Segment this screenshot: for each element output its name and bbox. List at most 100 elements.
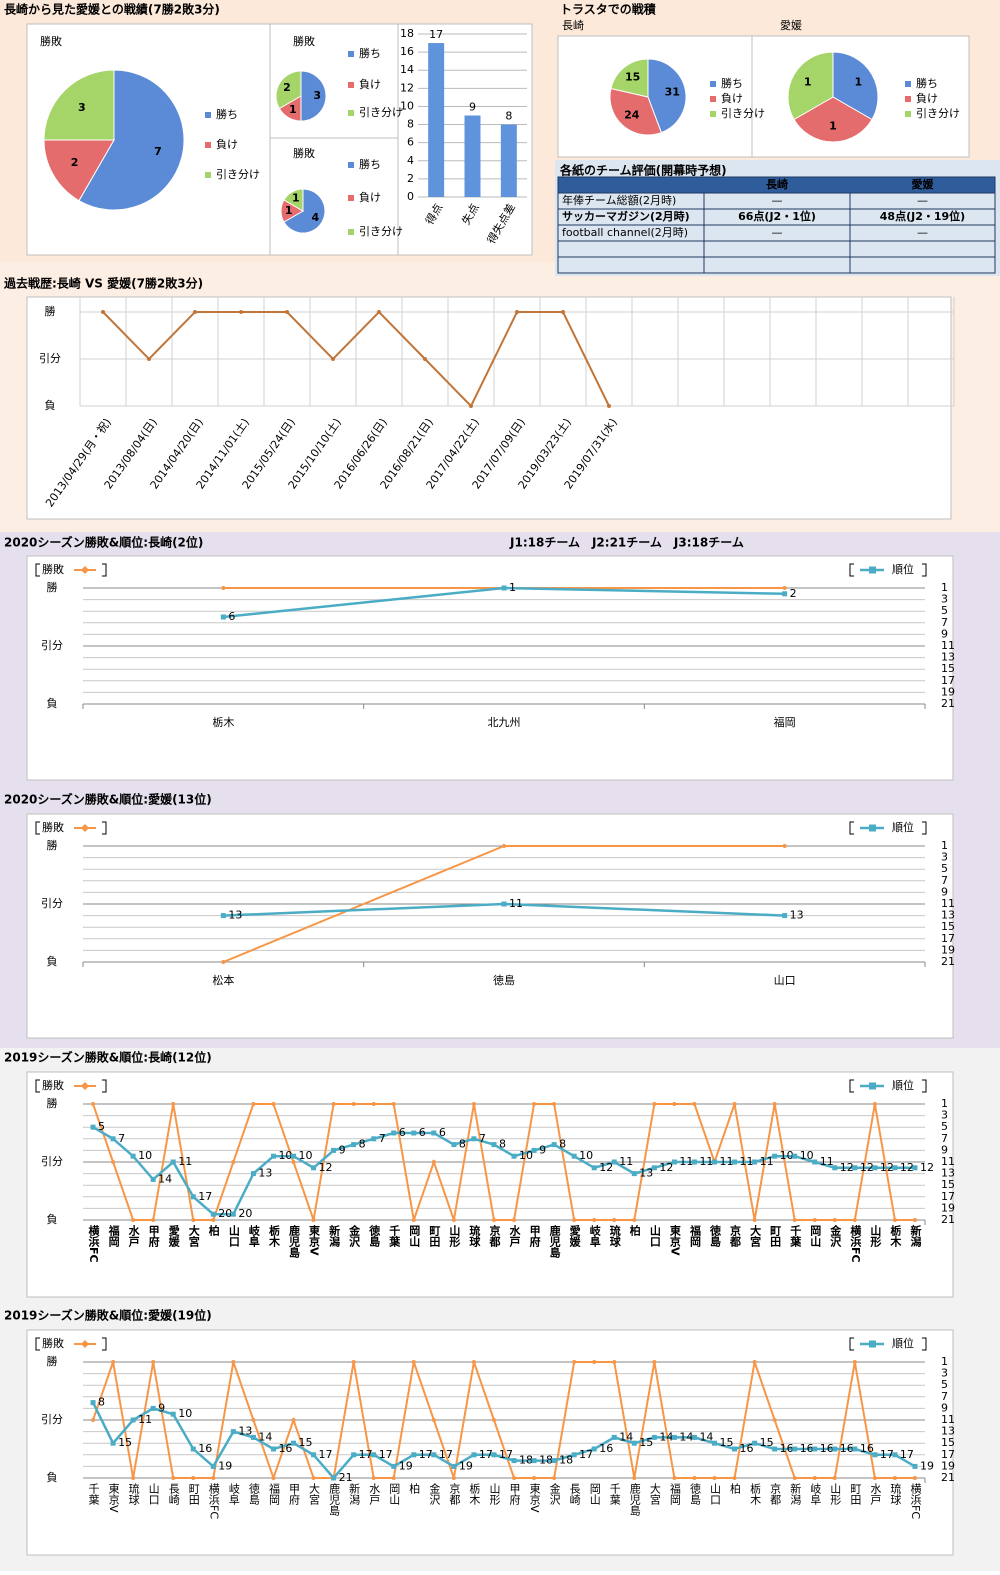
point xyxy=(752,1218,757,1222)
point xyxy=(391,1476,396,1480)
point xyxy=(270,1153,276,1159)
point xyxy=(210,1211,216,1217)
point xyxy=(311,1476,316,1480)
data-label: 12 xyxy=(319,1161,333,1174)
x-tick-label: 鹿児島 xyxy=(328,1482,341,1517)
chart-title: 過去戦歴:長崎 VS 愛媛(7勝2敗3分) xyxy=(3,276,203,291)
data-label: 17 xyxy=(499,1448,513,1461)
point xyxy=(151,1218,156,1222)
data-label: 21 xyxy=(339,1471,353,1484)
x-tick-label: 山形 xyxy=(488,1483,501,1506)
point xyxy=(632,1218,637,1222)
point xyxy=(150,1405,156,1411)
table-header: 長崎 xyxy=(766,177,788,191)
y-tick-label: 負 xyxy=(47,955,58,968)
data-label: 9 xyxy=(339,1143,346,1156)
point xyxy=(291,1418,296,1422)
x-tick-label: 東京V xyxy=(528,1483,541,1513)
point xyxy=(170,1159,176,1165)
data-label: 8 xyxy=(459,1138,466,1151)
legend-swatch xyxy=(710,96,716,102)
legend-swatch xyxy=(869,1340,876,1348)
point xyxy=(230,1211,236,1217)
point xyxy=(692,1102,697,1106)
point xyxy=(371,1136,377,1142)
x-tick-label: 新潟 xyxy=(909,1224,922,1248)
legend-swatch xyxy=(205,142,211,148)
point xyxy=(772,1446,778,1452)
point xyxy=(351,1360,356,1364)
legend-swatch xyxy=(348,82,354,88)
x-tick-label: 鹿児島 xyxy=(288,1224,302,1259)
data-label: 24 xyxy=(624,109,640,122)
table-cell xyxy=(557,240,705,258)
x-tick-label: 千葉 xyxy=(388,1224,402,1248)
table-cell-text: 66点(J2・1位) xyxy=(738,209,816,223)
point xyxy=(431,1418,436,1422)
point xyxy=(892,1476,897,1480)
point xyxy=(111,1360,116,1364)
data-label: 16 xyxy=(780,1442,794,1455)
y2-tick-label: 19 xyxy=(941,1201,955,1214)
y-tick-label: 引分 xyxy=(41,638,63,652)
data-label: 14 xyxy=(158,1172,172,1185)
x-tick-label: 栃木 xyxy=(749,1482,762,1506)
point xyxy=(110,1136,116,1142)
data-label: 17 xyxy=(419,1448,433,1461)
x-tick-label: 長崎 xyxy=(167,1483,180,1505)
point xyxy=(752,1360,757,1364)
data-label: 17 xyxy=(319,1448,333,1461)
point xyxy=(331,1475,337,1481)
point xyxy=(591,1446,597,1452)
point xyxy=(251,1102,256,1106)
x-tick-label: 金沢 xyxy=(428,1482,441,1506)
data-label: 15 xyxy=(760,1436,774,1449)
x-tick-label: 徳島 xyxy=(688,1483,701,1506)
x-tick-label: 岐阜 xyxy=(227,1483,240,1506)
x-tick-label: 千葉 xyxy=(789,1224,803,1248)
point xyxy=(532,1476,537,1480)
point xyxy=(631,1440,637,1446)
y2-tick-label: 5 xyxy=(941,1378,948,1391)
point xyxy=(191,1476,196,1480)
point xyxy=(712,1440,717,1446)
point xyxy=(250,1434,256,1440)
x-tick-label: 甲府 xyxy=(528,1225,541,1248)
legend-swatch xyxy=(81,1340,89,1348)
legend-bracket xyxy=(849,1079,854,1093)
legend-label: 負け xyxy=(721,92,743,105)
point xyxy=(491,1218,496,1222)
point xyxy=(231,1160,236,1164)
data-label: 14 xyxy=(699,1430,713,1443)
x-tick-label: 金沢 xyxy=(348,1224,362,1248)
point xyxy=(672,1102,677,1106)
point xyxy=(852,1218,857,1222)
data-label: 7 xyxy=(479,1132,486,1145)
y2-tick-label: 5 xyxy=(941,1120,948,1133)
point xyxy=(612,1360,617,1364)
point xyxy=(671,1159,677,1165)
data-label: 11 xyxy=(679,1155,693,1168)
x-tick-label: 東京V xyxy=(668,1224,681,1256)
x-tick-label: 山口 xyxy=(227,1224,240,1248)
series-line xyxy=(92,1126,915,1216)
point xyxy=(331,1147,337,1153)
x-tick-label: 金沢 xyxy=(548,1482,561,1506)
legend-swatch xyxy=(710,81,716,87)
data-label: 11 xyxy=(699,1155,713,1168)
point xyxy=(331,1102,336,1106)
y2-tick-label: 7 xyxy=(941,874,948,887)
data-label: 17 xyxy=(198,1190,212,1203)
y-tick-label: 8 xyxy=(407,118,414,131)
data-label: 14 xyxy=(258,1430,272,1443)
point xyxy=(131,1476,136,1480)
point xyxy=(285,310,289,314)
data-label: 18 xyxy=(559,1454,573,1467)
pie-slice xyxy=(43,69,115,141)
x-tick-label: 水戸 xyxy=(368,1483,381,1506)
data-label: 1 xyxy=(855,75,863,88)
point xyxy=(872,1476,877,1480)
data-label: 12 xyxy=(900,1161,914,1174)
legend-label: 引き分け xyxy=(359,105,403,119)
point xyxy=(872,1452,878,1458)
